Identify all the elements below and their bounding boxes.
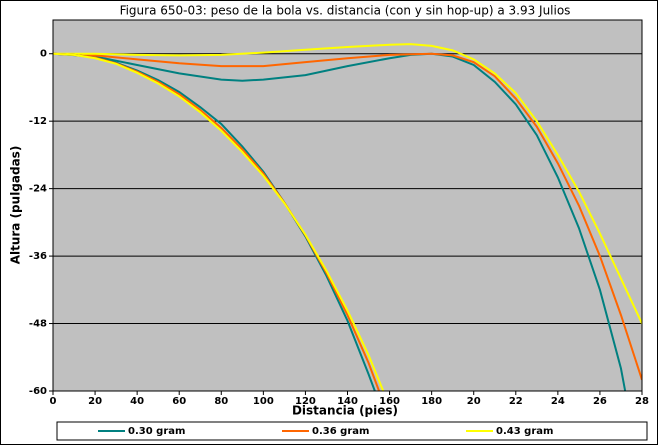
series-line — [53, 52, 385, 391]
legend-label: 0.43 gram — [496, 426, 553, 437]
plot-border — [52, 19, 643, 392]
x-tick-label: 80 — [214, 396, 228, 407]
x-tick-label: 180 — [421, 396, 442, 407]
x-tick-label: 20 — [467, 396, 481, 407]
series-line — [53, 43, 642, 324]
y-axis-label: Altura (pulgadas) — [9, 146, 23, 265]
x-tick-label: 140 — [337, 396, 358, 407]
legend — [56, 421, 648, 441]
x-tick-label: 20 — [88, 396, 102, 407]
series-line — [53, 52, 642, 381]
y-tick-label: -12 — [29, 116, 47, 127]
plot-area — [53, 20, 642, 391]
y-tick-label: -24 — [29, 184, 47, 195]
x-tick-label: 24 — [551, 396, 565, 407]
lines — [53, 43, 642, 391]
x-tick-label: 160 — [379, 396, 400, 407]
x-axis-label: Distancia (pies) — [292, 404, 398, 418]
x-tick-label: 60 — [172, 396, 186, 407]
x-tick-label: 120 — [295, 396, 316, 407]
x-tick-label: 28 — [635, 396, 649, 407]
y-tick-label: 0 — [40, 49, 47, 60]
y-tick-label: -48 — [29, 319, 47, 330]
y-tick-label: -36 — [29, 251, 47, 262]
y-tick-label: -60 — [29, 386, 47, 397]
legend-items: 0.30 gram 0.36 gram 0.43 gram — [98, 426, 553, 437]
x-tick-label: 100 — [253, 396, 274, 407]
chart-title: Figura 650-03: peso de la bola vs. dista… — [120, 4, 571, 18]
x-tick-label: 0 — [50, 396, 57, 407]
legend-label: 0.30 gram — [128, 426, 185, 437]
x-tick-label: 40 — [130, 396, 144, 407]
x-tick-label: 26 — [593, 396, 607, 407]
x-tick-label: 22 — [509, 396, 523, 407]
legend-label: 0.36 gram — [312, 426, 369, 437]
